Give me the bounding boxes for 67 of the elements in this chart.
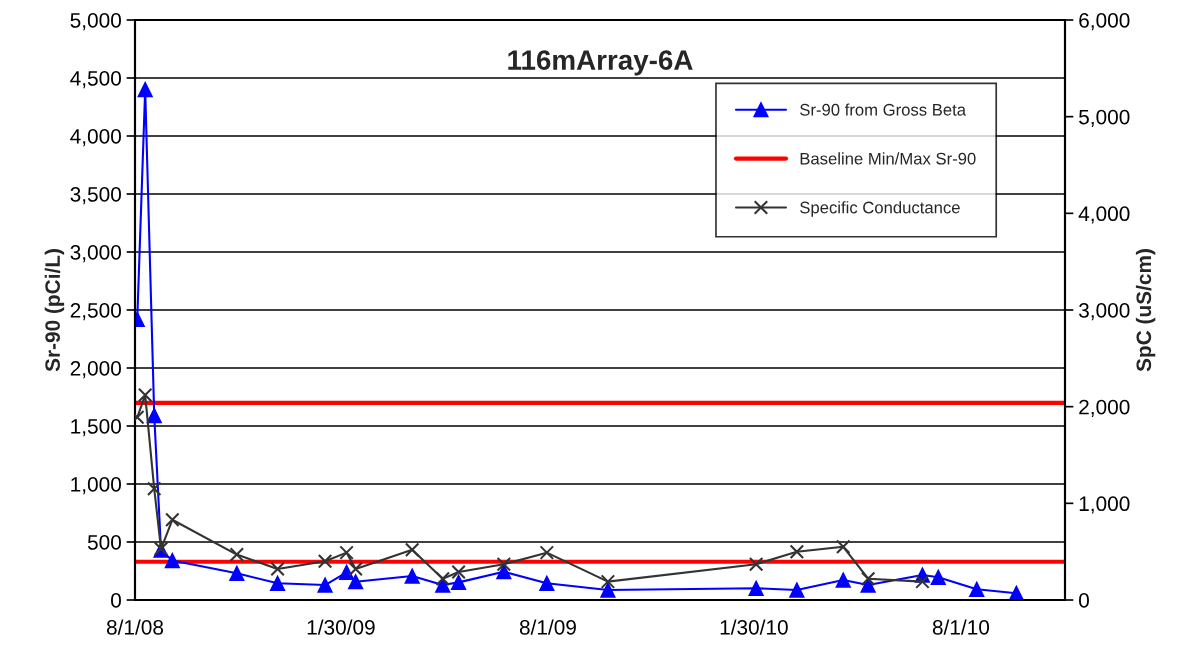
point: [404, 568, 420, 584]
point: [539, 545, 555, 560]
point: [435, 577, 451, 593]
point: [539, 575, 555, 591]
x-tick-label: 8/1/09: [519, 619, 576, 635]
point: [451, 564, 466, 580]
point: [146, 407, 162, 424]
y2-tick-label: 6,000: [1079, 13, 1130, 31]
legend-label: Baseline Min/Max Sr-90: [800, 152, 976, 165]
point: [748, 580, 764, 596]
point: [338, 564, 355, 580]
y-tick-label: 500: [87, 535, 121, 550]
point: [165, 512, 180, 528]
point: [789, 582, 805, 598]
y-tick-label: 5,000: [70, 13, 121, 31]
point: [789, 544, 805, 559]
point: [229, 547, 245, 562]
point: [347, 574, 364, 590]
y-tick-label: 2,000: [70, 361, 121, 379]
point: [969, 581, 985, 597]
point: [600, 574, 616, 589]
y2-tick-label: 4,000: [1078, 206, 1130, 224]
point: [404, 542, 420, 558]
x-tick-label: 1/30/10: [720, 619, 788, 635]
y-tick-label: 4,000: [70, 129, 121, 147]
point: [339, 545, 354, 560]
y2-axis-title: SpC (uS/cm): [1135, 249, 1156, 372]
legend-label: Specific Conductance: [800, 201, 960, 217]
point: [317, 554, 333, 569]
point: [860, 571, 876, 587]
y-tick-label: 2,500: [70, 303, 121, 321]
point: [930, 569, 946, 585]
point: [229, 565, 245, 581]
point: [835, 539, 851, 555]
legend-label: Sr-90 from Gross Beta: [800, 103, 967, 116]
y2-tick-label: 5,000: [1079, 109, 1130, 127]
point: [164, 552, 180, 569]
point: [600, 582, 616, 598]
y-tick-label: 0: [111, 593, 121, 608]
y2-tick-label: 1,000: [1079, 496, 1130, 514]
point: [317, 577, 333, 593]
point: [270, 561, 285, 577]
x-tick-label: 8/1/10: [932, 619, 990, 635]
point: [835, 572, 851, 588]
x-tick-label: 8/1/08: [106, 619, 164, 635]
point: [748, 556, 764, 572]
point: [450, 574, 467, 591]
point: [915, 574, 930, 589]
point: [496, 556, 512, 572]
point: [348, 561, 363, 577]
point: [496, 564, 512, 580]
y-tick-label: 3,000: [70, 245, 121, 263]
point: [137, 81, 153, 98]
y-axis-title: Sr-90 (pCi/L): [44, 249, 65, 372]
y2-tick-label: 3,000: [1078, 303, 1130, 321]
point: [435, 571, 451, 587]
y2-tick-label: 2,000: [1079, 399, 1130, 417]
y-tick-label: 1,000: [71, 477, 121, 495]
text: 116mArray-6A: [508, 50, 693, 76]
y2-tick-label: 0: [1079, 593, 1089, 608]
y-tick-label: 1,500: [71, 419, 121, 437]
point: [137, 387, 153, 403]
y-tick-label: 3,500: [70, 187, 121, 205]
y-tick-label: 4,500: [70, 71, 121, 89]
point: [269, 575, 286, 591]
x-tick-label: 1/30/09: [307, 619, 375, 635]
point: [146, 481, 162, 497]
